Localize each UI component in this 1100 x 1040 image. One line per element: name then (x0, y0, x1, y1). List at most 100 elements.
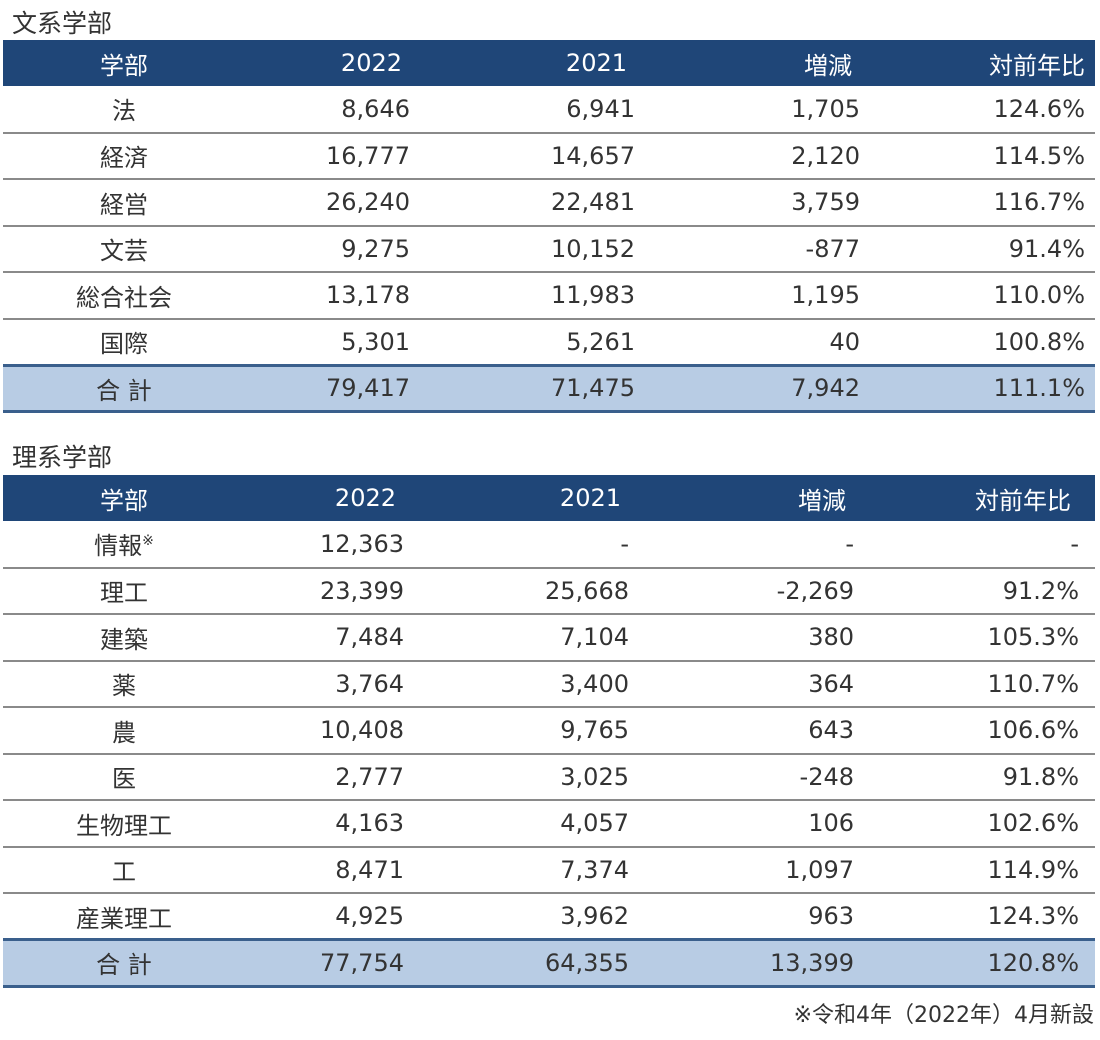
cell-text: -2,269 (776, 576, 854, 605)
cell-yoy: 110.7% (870, 661, 1095, 708)
cell-text: 1,705 (791, 94, 860, 123)
cell-y2022: 8,646 (245, 86, 420, 133)
cell-text: 124.3% (987, 902, 1079, 930)
cell-faculty: 合 計 (3, 365, 245, 412)
cell-text: 110.0% (993, 281, 1085, 310)
cell-text: 法 (112, 97, 136, 126)
table-row: 経営 26,240 22,481 3,759 116.7% (3, 179, 1095, 226)
cell-yoy: 110.0% (870, 272, 1095, 319)
cell-faculty: 工 (3, 847, 245, 894)
header-y2021: 2021 (565, 49, 627, 77)
total-row: 合 計 77,754 64,355 13,399 120.8% (3, 939, 1095, 987)
table-row: 農 10,408 9,765 643 106.6% (3, 707, 1095, 754)
cell-text: 114.5% (993, 141, 1085, 170)
table-row: 工 8,471 7,374 1,097 114.9% (3, 847, 1095, 894)
cell-text: 工 (112, 858, 136, 887)
cell-y2021: 3,025 (420, 754, 645, 801)
cell-faculty: 産業理工 (3, 893, 245, 940)
cell-text: 合 計 (96, 376, 152, 405)
cell-text: 13,178 (326, 281, 410, 310)
cell-text: 3,764 (335, 669, 404, 698)
cell-yoy: 106.6% (870, 707, 1095, 754)
cell-text: 22,481 (551, 188, 635, 217)
cell-y2021: 14,657 (420, 133, 645, 180)
cell-text: 3,962 (560, 902, 629, 930)
cell-faculty: 法 (3, 86, 245, 133)
cell-change: 963 (645, 893, 870, 940)
cell-text: - (845, 529, 854, 558)
cell-y2021: 4,057 (420, 800, 645, 847)
cell-text: 102.6% (987, 809, 1079, 838)
cell-faculty: 文芸 (3, 226, 245, 273)
cell-text: 4,163 (335, 809, 404, 838)
cell-yoy: - (870, 521, 1095, 568)
header-y2022: 2022 (340, 49, 402, 77)
cell-text: 40 (829, 327, 860, 356)
cell-text: 理工 (100, 579, 148, 608)
cell-change: -877 (645, 226, 870, 273)
cell-yoy: 124.3% (870, 893, 1095, 940)
cell-text: 5,301 (341, 327, 410, 356)
cell-change: 643 (645, 707, 870, 754)
cell-text: 91.4% (1008, 234, 1085, 263)
humanities-table: 学部 2022 2021 増減 対前年比法 8,646 6,941 1,705 124.6% 経済… (3, 40, 1095, 413)
table-row: 生物理工 4,163 4,057 106 102.6% (3, 800, 1095, 847)
table-row: 産業理工 4,925 3,962 963 124.3% (3, 893, 1095, 940)
cell-text: 963 (808, 902, 854, 930)
header-faculty: 学部 (100, 51, 148, 80)
cell-text: 100.8% (993, 327, 1085, 356)
header-y2021: 2021 (559, 484, 621, 512)
cell-change: 1,195 (645, 272, 870, 319)
cell-faculty: 情報※ (3, 521, 245, 568)
cell-text: 643 (808, 716, 854, 745)
cell-y2021: 7,104 (420, 614, 645, 661)
cell-text: 11,983 (551, 281, 635, 310)
cell-y2021: 71,475 (420, 365, 645, 412)
table-row: 薬 3,764 3,400 364 110.7% (3, 661, 1095, 708)
cell-text: 10,152 (551, 234, 635, 263)
cell-y2021: 11,983 (420, 272, 645, 319)
cell-y2022: 8,471 (245, 847, 420, 894)
cell-y2021: 25,668 (420, 568, 645, 615)
cell-text: -877 (805, 234, 860, 263)
cell-text: 7,374 (560, 855, 629, 884)
cell-text: 経営 (100, 190, 148, 219)
cell-text: 91.8% (1002, 762, 1079, 791)
table-row: 国際 5,301 5,261 40 100.8% (3, 319, 1095, 366)
cell-yoy: 91.8% (870, 754, 1095, 801)
cell-yoy: 100.8% (870, 319, 1095, 366)
cell-text: 8,471 (335, 855, 404, 884)
cell-y2021: 7,374 (420, 847, 645, 894)
cell-yoy: 120.8% (870, 940, 1095, 987)
cell-change: -248 (645, 754, 870, 801)
table-row: 総合社会 13,178 11,983 1,195 110.0% (3, 272, 1095, 319)
cell-y2022: 77,754 (245, 940, 420, 987)
cell-faculty: 国際 (3, 319, 245, 366)
header-row: 学部 2022 2021 増減 対前年比 (3, 40, 1095, 86)
cell-y2022: 4,925 (245, 893, 420, 940)
cell-text: - (620, 529, 629, 558)
cell-yoy: 91.2% (870, 568, 1095, 615)
cell-text: 医 (112, 765, 136, 794)
science-title: 理系学部 (12, 443, 113, 472)
cell-yoy: 111.1% (870, 365, 1095, 412)
cell-text: 建築 (100, 625, 148, 654)
table-row: 情報※ 12,363 - - - (3, 521, 1095, 568)
cell-text: 124.6% (993, 94, 1085, 123)
cell-text: 総合社会 (76, 283, 172, 312)
cell-text: 1,097 (785, 855, 854, 884)
table-row: 法 8,646 6,941 1,705 124.6% (3, 86, 1095, 133)
cell-faculty: 経済 (3, 133, 245, 180)
cell-text: 4,057 (560, 809, 629, 838)
cell-faculty: 薬 (3, 661, 245, 708)
cell-y2021: 3,400 (420, 661, 645, 708)
cell-yoy: 105.3% (870, 614, 1095, 661)
cell-text: 5,261 (566, 327, 635, 356)
cell-y2021: 3,962 (420, 893, 645, 940)
cell-text: 薬 (112, 672, 136, 701)
cell-y2021: - (420, 521, 645, 568)
cell-yoy: 114.5% (870, 133, 1095, 180)
cell-text: -248 (799, 762, 854, 791)
cell-y2022: 2,777 (245, 754, 420, 801)
cell-text: 生物理工 (76, 811, 172, 840)
